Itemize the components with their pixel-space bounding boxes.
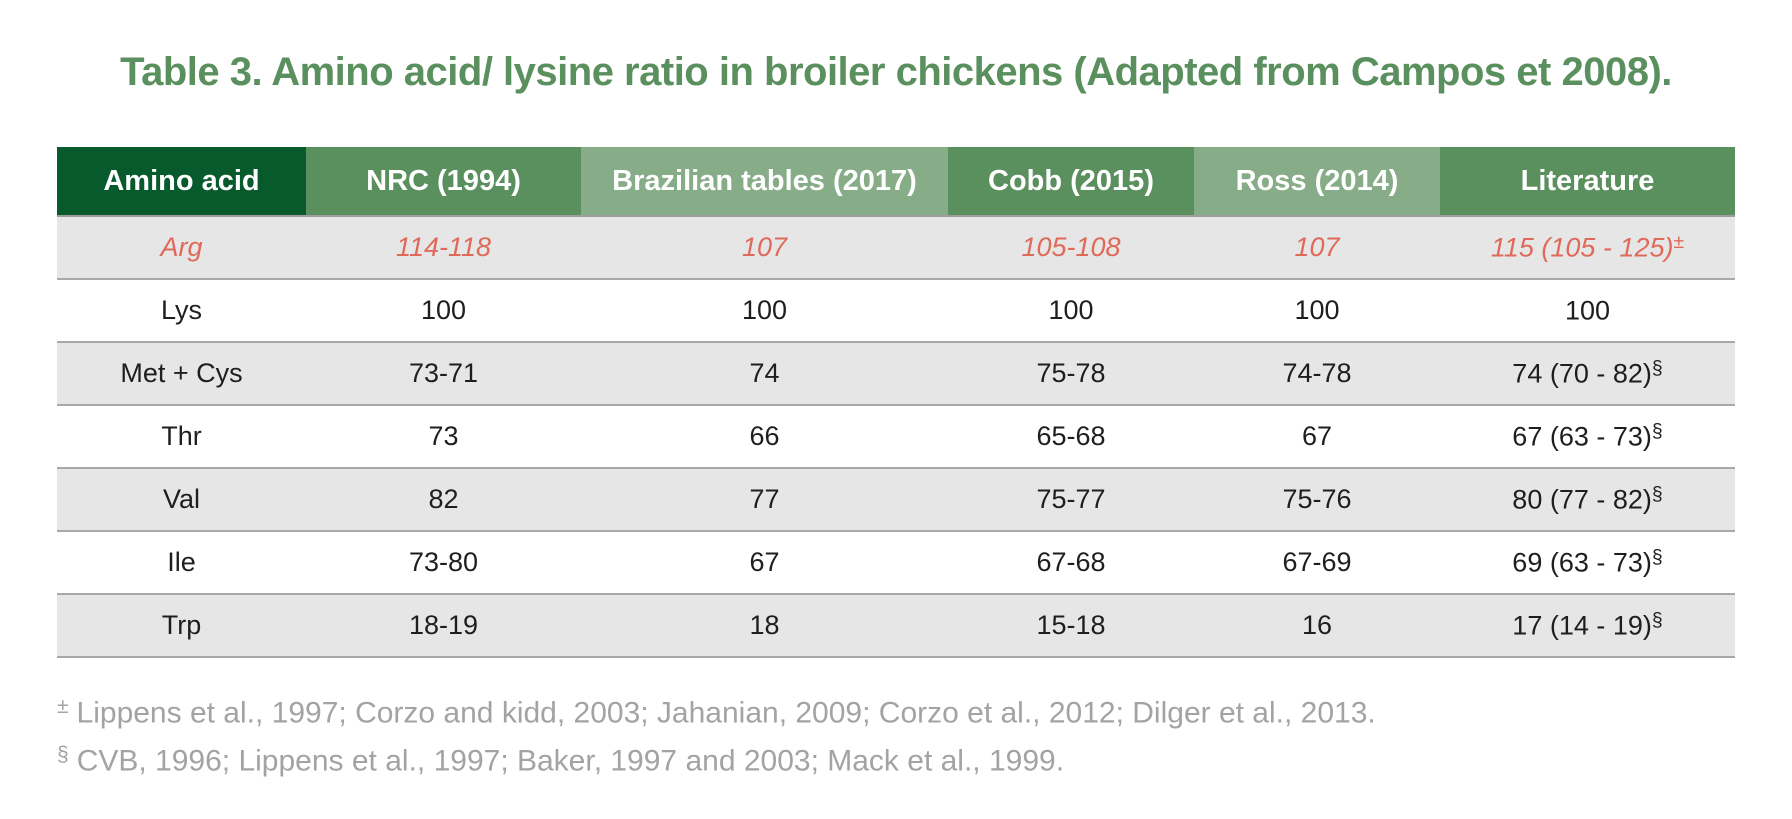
cell-ross: 67-69: [1194, 531, 1440, 595]
cell-nrc: 73-71: [306, 342, 581, 406]
literature-value: 115 (105 - 125): [1490, 232, 1674, 263]
header-amino-acid: Amino acid: [57, 147, 306, 217]
cell-cobb: 15-18: [948, 594, 1194, 658]
cell-cobb: 105-108: [948, 216, 1194, 280]
cell-cobb: 75-77: [948, 468, 1194, 532]
literature-value: 100: [1564, 295, 1611, 326]
cell-nrc: 73-80: [306, 531, 581, 595]
footnote-mark: §: [1651, 420, 1663, 443]
cell-ross: 74-78: [1194, 342, 1440, 406]
footnote-symbol: §: [57, 743, 69, 767]
table-title: Table 3. Amino acid/ lysine ratio in bro…: [120, 50, 1672, 94]
footnote-mark: §: [1651, 357, 1663, 380]
cell-cobb: 75-78: [948, 342, 1194, 406]
cell-cobb: 65-68: [948, 405, 1194, 469]
table-row-ile: Ile 73-80 67 67-68 67-69 69 (63 - 73)§: [57, 531, 1735, 595]
cell-cobb: 100: [948, 279, 1194, 343]
cell-ross: 75-76: [1194, 468, 1440, 532]
footnote-section: § CVB, 1996; Lippens et al., 1997; Baker,…: [57, 734, 1376, 782]
cell-amino-acid: Trp: [57, 594, 306, 658]
cell-ross: 16: [1194, 594, 1440, 658]
footnote-text: CVB, 1996; Lippens et al., 1997; Baker, …: [76, 744, 1065, 778]
cell-literature: 100: [1440, 279, 1735, 343]
cell-literature: 115 (105 - 125)±: [1440, 216, 1735, 280]
table-row-arg: Arg 114-118 107 105-108 107 115 (105 - 1…: [57, 216, 1735, 280]
footnote-mark: §: [1651, 483, 1663, 506]
cell-nrc: 18-19: [306, 594, 581, 658]
literature-value: 74 (70 - 82): [1512, 358, 1652, 389]
footnote-mark: ±: [1673, 231, 1685, 254]
cell-nrc: 82: [306, 468, 581, 532]
header-literature: Literature: [1440, 147, 1735, 217]
footnote-symbol: ±: [57, 695, 69, 718]
header-nrc: NRC (1994): [306, 147, 581, 217]
cell-amino-acid: Ile: [57, 531, 306, 595]
cell-amino-acid: Val: [57, 468, 306, 532]
cell-literature: 17 (14 - 19)§: [1440, 594, 1735, 658]
cell-ross: 67: [1194, 405, 1440, 469]
cell-literature: 74 (70 - 82)§: [1440, 342, 1735, 406]
cell-nrc: 73: [306, 405, 581, 469]
footnote-mark: §: [1651, 546, 1663, 569]
cell-ross: 107: [1194, 216, 1440, 280]
header-brazilian-tables: Brazilian tables (2017): [581, 147, 948, 217]
cell-brazilian: 74: [581, 342, 948, 406]
footnote-plus-minus: ± Lippens et al., 1997; Corzo and kidd, 2…: [57, 686, 1376, 734]
table-row-trp: Trp 18-19 18 15-18 16 17 (14 - 19)§: [57, 594, 1735, 658]
table-row-met-cys: Met + Cys 73-71 74 75-78 74-78 74 (70 - …: [57, 342, 1735, 406]
literature-value: 17 (14 - 19): [1512, 610, 1652, 641]
footnote-mark: §: [1651, 609, 1663, 632]
literature-value: 67 (63 - 73): [1512, 421, 1652, 452]
cell-nrc: 114-118: [306, 216, 581, 280]
literature-value: 80 (77 - 82): [1512, 484, 1652, 515]
header-ross: Ross (2014): [1194, 147, 1440, 217]
cell-amino-acid: Arg: [57, 216, 306, 280]
cell-brazilian: 100: [581, 279, 948, 343]
cell-literature: 69 (63 - 73)§: [1440, 531, 1735, 595]
cell-ross: 100: [1194, 279, 1440, 343]
amino-acid-table: Amino acid NRC (1994) Brazilian tables (…: [57, 147, 1735, 658]
cell-literature: 67 (63 - 73)§: [1440, 405, 1735, 469]
cell-brazilian: 67: [581, 531, 948, 595]
footnote-text: Lippens et al., 1997; Corzo and kidd, 20…: [76, 696, 1376, 730]
cell-amino-acid: Thr: [57, 405, 306, 469]
cell-brazilian: 66: [581, 405, 948, 469]
cell-brazilian: 107: [581, 216, 948, 280]
cell-brazilian: 77: [581, 468, 948, 532]
table-row-val: Val 82 77 75-77 75-76 80 (77 - 82)§: [57, 468, 1735, 532]
cell-amino-acid: Met + Cys: [57, 342, 306, 406]
footnotes: ± Lippens et al., 1997; Corzo and kidd, 2…: [57, 686, 1376, 783]
table-row-lys: Lys 100 100 100 100 100: [57, 279, 1735, 343]
cell-literature: 80 (77 - 82)§: [1440, 468, 1735, 532]
literature-value: 69 (63 - 73): [1512, 547, 1652, 578]
table-header-row: Amino acid NRC (1994) Brazilian tables (…: [57, 147, 1735, 217]
cell-cobb: 67-68: [948, 531, 1194, 595]
table-row-thr: Thr 73 66 65-68 67 67 (63 - 73)§: [57, 405, 1735, 469]
cell-nrc: 100: [306, 279, 581, 343]
cell-brazilian: 18: [581, 594, 948, 658]
cell-amino-acid: Lys: [57, 279, 306, 343]
header-cobb: Cobb (2015): [948, 147, 1194, 217]
